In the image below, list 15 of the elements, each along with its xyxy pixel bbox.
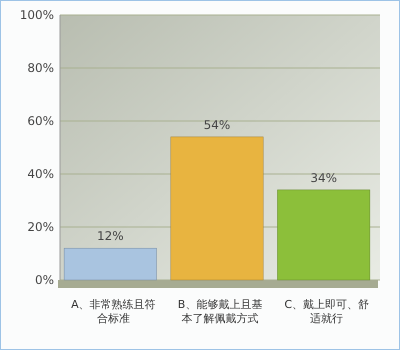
- bar: [64, 248, 157, 280]
- x-tick-label: A、非常熟练且符合标准: [71, 298, 156, 325]
- data-label: 54%: [204, 118, 230, 132]
- bar: [170, 136, 264, 280]
- data-label: 34%: [310, 170, 338, 185]
- y-tick-label: 80%: [27, 61, 54, 76]
- y-tick-label: 60%: [27, 114, 54, 128]
- y-tick-label: 20%: [27, 220, 54, 234]
- x-tick-label: B、能够戴上且基本了解佩戴方式: [178, 298, 262, 325]
- y-tick-label: 0%: [34, 273, 54, 288]
- bar: [277, 190, 370, 280]
- y-tick-label: 40%: [27, 167, 54, 182]
- data-label: 12%: [96, 229, 124, 244]
- x-tick-label: C、戴上即可、舒适就行: [284, 298, 370, 325]
- y-tick-label: 100%: [20, 8, 54, 22]
